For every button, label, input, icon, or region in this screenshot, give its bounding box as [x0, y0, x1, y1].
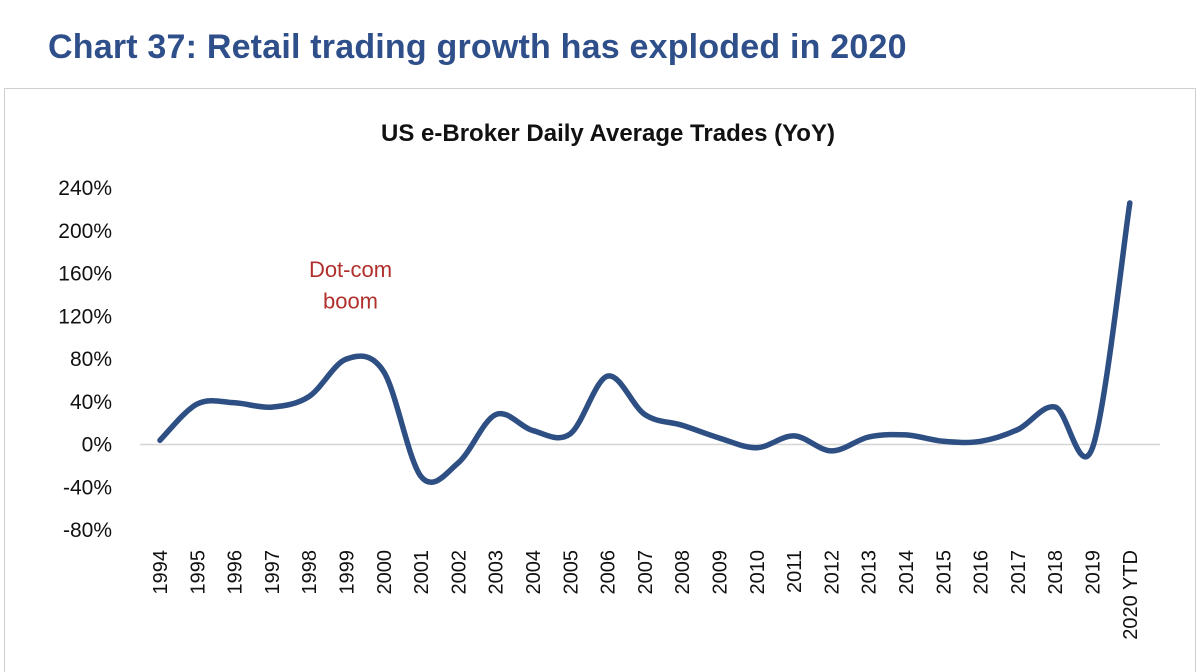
- x-tick-label: 2004: [523, 550, 545, 595]
- data-point: [269, 404, 275, 410]
- data-point: [1089, 445, 1096, 451]
- series-line: [157, 200, 1133, 485]
- data-point: [940, 438, 946, 444]
- data-point: [642, 411, 648, 418]
- y-tick-label: -80%: [63, 519, 112, 542]
- data-point: [828, 448, 835, 454]
- x-tick-label: 2016: [971, 550, 993, 595]
- data-point: [866, 434, 872, 440]
- annotations: Dot-com boom: [309, 257, 392, 314]
- x-tick-label: 2006: [598, 550, 620, 595]
- x-tick-label: 1994: [150, 550, 172, 595]
- x-tick-label: 2018: [1045, 550, 1067, 595]
- x-tick-label: 2014: [896, 550, 918, 595]
- x-tick-label: 1998: [299, 550, 321, 595]
- x-tick-label: 1995: [187, 550, 209, 595]
- data-point: [232, 400, 238, 406]
- data-point: [903, 432, 909, 438]
- x-tick-label: 2000: [374, 550, 396, 595]
- data-point: [194, 401, 200, 407]
- data-point: [605, 373, 611, 379]
- x-tick-label: 2003: [486, 550, 508, 595]
- x-tick-label: 2010: [747, 550, 769, 595]
- y-tick-label: 200%: [58, 220, 112, 243]
- y-tick-label: 80%: [70, 348, 112, 371]
- annotation-dot-com-boom: Dot-com boom: [309, 257, 392, 314]
- x-tick-label: 2017: [1008, 550, 1030, 595]
- data-point: [754, 445, 760, 451]
- x-tick-label: 2011: [784, 550, 806, 593]
- x-tick-label: 2012: [821, 550, 843, 595]
- x-tick-label: 2020 YTD: [1120, 550, 1142, 640]
- data-point: [679, 422, 685, 428]
- data-point: [418, 473, 424, 480]
- data-point: [1127, 200, 1133, 206]
- data-point: [343, 356, 350, 362]
- y-tick-label: 0%: [82, 434, 112, 457]
- data-point: [530, 428, 536, 434]
- page-title: Chart 37: Retail trading growth has expl…: [48, 28, 907, 66]
- x-tick-label: 1999: [337, 550, 359, 595]
- y-tick-label: 240%: [58, 177, 112, 200]
- data-point: [567, 431, 573, 437]
- plot-area: [140, 200, 1160, 485]
- data-point: [1052, 404, 1058, 410]
- y-axis: 240% 200% 160% 120% 80% 40% 0% -40% -80%: [58, 177, 112, 542]
- x-tick-label: 2019: [1083, 550, 1105, 595]
- x-axis: 1994 1995 1996 1997 1998 1999 2000 2001 2002 2003…: [150, 550, 1142, 640]
- x-tick-label: 2008: [672, 550, 694, 595]
- x-tick-label: 2002: [448, 550, 470, 595]
- data-point: [1015, 426, 1021, 433]
- y-tick-label: -40%: [63, 476, 112, 499]
- data-point: [306, 393, 312, 400]
- y-tick-label: 160%: [58, 263, 112, 286]
- data-point: [455, 460, 461, 466]
- x-tick-label: 2001: [411, 550, 433, 595]
- x-tick-label: 2015: [933, 550, 955, 595]
- x-tick-label: 2009: [710, 550, 732, 595]
- x-tick-label: 2005: [560, 550, 582, 595]
- x-tick-label: 1996: [225, 550, 247, 595]
- data-point: [791, 433, 797, 439]
- data-point: [978, 438, 984, 444]
- y-tick-label: 120%: [58, 305, 112, 328]
- y-tick-label: 40%: [70, 391, 112, 414]
- x-tick-label: 2013: [859, 550, 881, 595]
- data-point: [493, 411, 499, 418]
- data-point: [381, 369, 387, 375]
- chart-title: US e-Broker Daily Average Trades (YoY): [381, 120, 835, 147]
- chart-frame: [4, 88, 1196, 672]
- x-tick-label: 1997: [262, 550, 284, 595]
- data-point: [716, 435, 723, 441]
- data-point: [157, 437, 163, 443]
- x-tick-label: 2007: [635, 550, 657, 595]
